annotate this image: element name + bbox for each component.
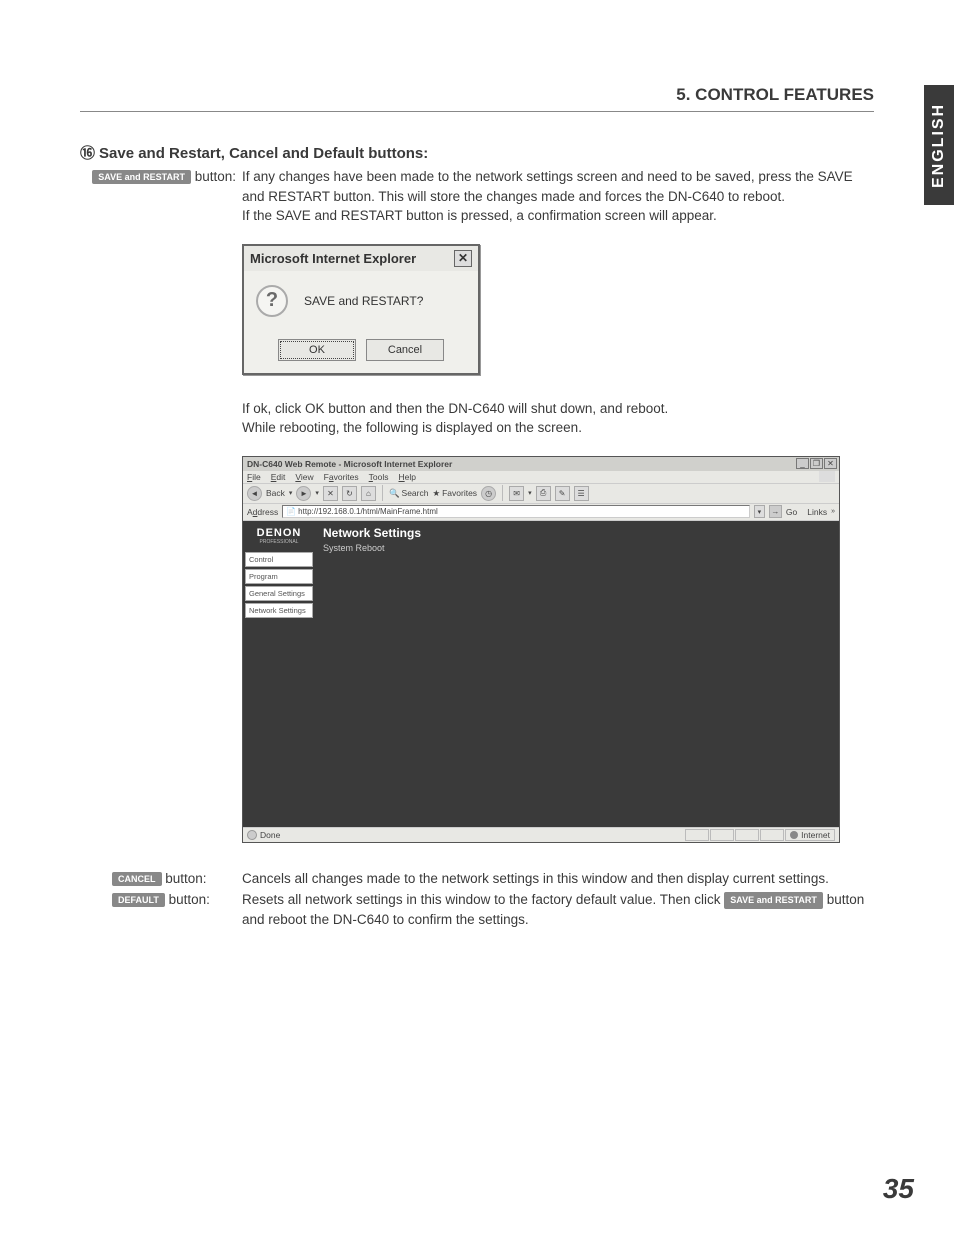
subsection-title-text: Save and Restart, Cancel and Default but… [99,145,428,162]
go-icon[interactable]: → [769,505,782,518]
sidebar-item-general-settings[interactable]: General Settings [245,586,313,601]
edit-icon[interactable]: ✎ [555,486,570,501]
menu-help[interactable]: Help [399,472,416,482]
page-title: Network Settings [315,521,839,543]
favorites-button[interactable]: ★Favorites [432,488,477,499]
menu-bar: File Edit View Favorites Tools Help [243,471,839,484]
home-icon[interactable]: ⌂ [361,486,376,501]
menu-edit[interactable]: Edit [271,472,286,482]
search-button[interactable]: 🔍Search [389,488,429,499]
discuss-icon[interactable]: ☰ [574,486,589,501]
sidebar-item-program[interactable]: Program [245,569,313,584]
intro-line: If the SAVE and RESTART button is presse… [242,206,874,226]
close-icon[interactable]: ✕ [454,250,472,267]
mid-line: While rebooting, the following is displa… [242,418,874,438]
status-icon [247,830,257,840]
menu-view[interactable]: View [295,472,313,482]
menu-tools[interactable]: Tools [369,472,389,482]
browser-window: DN-C640 Web Remote - Microsoft Internet … [242,456,840,843]
dialog-message: SAVE and RESTART? [304,294,423,308]
cancel-description: Cancels all changes made to the network … [242,869,874,889]
intro-line: If any changes have been made to the net… [242,167,874,187]
cancel-button[interactable]: Cancel [366,339,444,361]
confirm-dialog: Microsoft Internet Explorer ✕ ? SAVE and… [242,244,480,375]
denon-sublogo: PROFESSIONAL [243,539,315,545]
address-input[interactable]: 📄http://192.168.0.1/html/MainFrame.html [282,505,750,518]
ie-logo-icon [819,471,835,482]
close-icon[interactable]: ✕ [824,458,837,469]
links-label[interactable]: Links [807,507,827,517]
dialog-title: Microsoft Internet Explorer [250,251,416,266]
page-number: 35 [883,1173,914,1205]
zone-indicator: Internet [785,829,835,841]
main-area: Network Settings System Reboot [315,521,839,827]
refresh-icon[interactable]: ↻ [342,486,357,501]
status-cell [685,829,709,841]
sidebar-item-control[interactable]: Control [245,552,313,567]
status-cell [735,829,759,841]
minimize-icon[interactable]: _ [796,458,809,469]
section-header: 5. CONTROL FEATURES [80,85,874,112]
mid-line: If ok, click OK button and then the DN-C… [242,399,874,419]
mail-icon[interactable]: ✉ [509,486,524,501]
history-icon[interactable]: ◷ [481,486,496,501]
default-badge: DEFAULT [112,893,165,907]
button-label: button: [165,892,210,907]
forward-icon[interactable]: ► [296,486,311,501]
ok-button[interactable]: OK [278,339,356,361]
window-title: DN-C640 Web Remote - Microsoft Internet … [245,459,452,469]
button-label: button: [191,169,236,184]
back-label[interactable]: Back [266,488,285,498]
subsection-title: ⑯Save and Restart, Cancel and Default bu… [80,142,874,163]
save-restart-badge: SAVE and RESTART [92,170,191,184]
globe-icon [790,831,798,839]
back-icon[interactable]: ◄ [247,486,262,501]
denon-logo: DENON [243,521,315,541]
address-dropdown-icon[interactable]: ▾ [754,505,765,518]
stop-icon[interactable]: ✕ [323,486,338,501]
menu-file[interactable]: File [247,472,261,482]
sidebar-item-network-settings[interactable]: Network Settings [245,603,313,618]
item-number: ⑯ [80,142,95,163]
menu-favorites[interactable]: Favorites [324,472,359,482]
status-cell [760,829,784,841]
intro-line: and RESTART button. This will store the … [242,187,874,207]
question-icon: ? [256,285,288,317]
status-text: Done [260,830,280,840]
button-label: button: [162,871,207,886]
maximize-icon[interactable]: ❐ [810,458,823,469]
default-description: Resets all network settings in this wind… [242,890,874,929]
save-restart-badge-inline: SAVE and RESTART [724,892,823,909]
language-tab: ENGLISH [924,85,954,205]
go-label[interactable]: Go [786,507,797,517]
sidebar: DENON PROFESSIONAL Control Program Gener… [243,521,315,827]
status-cell [710,829,734,841]
toolbar: ◄ Back ▾ ► ▾ ✕ ↻ ⌂ 🔍Search ★Favorites ◷ … [243,484,839,504]
address-label: Address [247,507,278,517]
page-subtitle: System Reboot [315,543,839,553]
print-icon[interactable]: ⎙ [536,486,551,501]
cancel-badge: CANCEL [112,872,162,886]
